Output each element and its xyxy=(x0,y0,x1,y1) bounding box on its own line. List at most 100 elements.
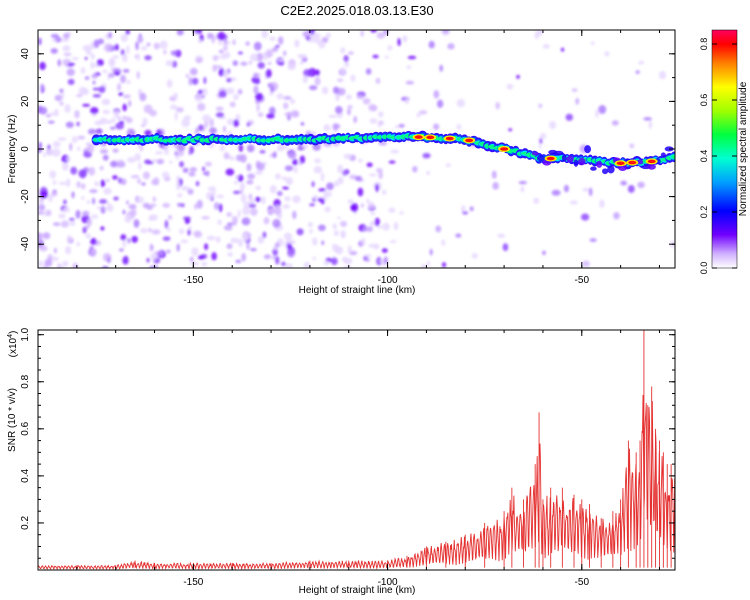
noise-blob xyxy=(563,184,569,193)
noise-blob xyxy=(318,40,326,49)
noise-blob xyxy=(77,146,81,152)
noise-blob xyxy=(332,223,338,230)
noise-blob xyxy=(369,118,378,124)
noise-blob xyxy=(375,77,381,84)
noise-blob xyxy=(112,148,119,153)
noise-blob xyxy=(259,150,266,154)
noise-blob xyxy=(176,243,180,252)
noise-blob xyxy=(189,256,194,262)
snr-line xyxy=(38,394,675,570)
noise-blob xyxy=(217,31,226,41)
noise-blob xyxy=(205,191,214,200)
noise-blob xyxy=(233,180,238,185)
noise-blob xyxy=(159,40,168,50)
noise-blob xyxy=(613,212,620,220)
noise-blob xyxy=(412,165,418,173)
snr-ylabel: SNR (10 * v/v) xyxy=(7,388,18,452)
ridge-spread-blob xyxy=(566,155,574,163)
noise-blob xyxy=(285,263,293,268)
noise-blob xyxy=(426,170,431,175)
snr-peaks xyxy=(38,330,675,568)
noise-blob xyxy=(258,112,264,117)
spectrogram-plot-area xyxy=(38,30,675,268)
noise-blob xyxy=(223,70,229,79)
noise-blob xyxy=(140,46,148,51)
noise-blob xyxy=(275,242,280,248)
noise-blob xyxy=(144,159,151,165)
snr-scale-exponent: 4 xyxy=(7,334,14,338)
noise-blob xyxy=(277,36,284,45)
noise-blob xyxy=(289,98,296,105)
noise-blob xyxy=(255,196,262,203)
noise-blob xyxy=(42,232,51,240)
noise-blob xyxy=(51,38,57,42)
noise-blob xyxy=(122,239,127,248)
ridge-spread-blob xyxy=(536,154,546,162)
ridge-hotspot xyxy=(647,159,656,164)
noise-blob xyxy=(375,183,379,192)
noise-blob xyxy=(637,181,645,189)
noise-blob xyxy=(106,76,111,80)
noise-blob xyxy=(370,212,376,216)
noise-blob xyxy=(121,53,128,63)
noise-blob xyxy=(246,163,252,172)
noise-blob xyxy=(286,242,293,251)
noise-blob xyxy=(356,94,364,100)
noise-blob xyxy=(80,183,86,190)
noise-blob xyxy=(125,200,130,205)
noise-blob xyxy=(281,261,286,267)
noise-blob xyxy=(196,199,203,209)
noise-blob xyxy=(110,160,118,168)
colorbar-tick-label: 0.2 xyxy=(699,206,709,219)
noise-blob xyxy=(390,149,400,154)
noise-blob xyxy=(114,43,119,51)
noise-blob xyxy=(38,232,43,241)
noise-blob xyxy=(109,126,116,130)
noise-blob xyxy=(124,214,132,223)
noise-blob xyxy=(180,239,189,244)
noise-blob xyxy=(399,211,404,215)
noise-blob xyxy=(318,188,326,192)
noise-blob xyxy=(388,207,396,213)
noise-blob xyxy=(575,97,580,105)
noise-blob xyxy=(237,51,243,55)
noise-blob xyxy=(272,247,278,256)
noise-blob xyxy=(52,141,61,148)
noise-blob xyxy=(38,245,48,252)
noise-blob xyxy=(590,41,595,46)
ridge-spread-blob xyxy=(531,151,539,156)
noise-blob xyxy=(108,72,115,78)
noise-blob xyxy=(232,39,237,46)
noise-blob xyxy=(98,86,106,94)
noise-blob xyxy=(44,258,53,267)
noise-blob xyxy=(232,60,239,66)
noise-blob xyxy=(66,156,71,162)
noise-blob xyxy=(272,151,277,159)
noise-blob xyxy=(42,152,46,157)
noise-blob xyxy=(211,189,216,198)
noise-blob xyxy=(321,86,329,95)
noise-blob xyxy=(38,106,48,115)
noise-blob xyxy=(368,243,376,248)
noise-blob xyxy=(120,74,127,84)
noise-blob xyxy=(76,121,80,127)
noise-blob xyxy=(231,215,238,224)
noise-blob xyxy=(445,163,451,168)
noise-blob xyxy=(294,39,300,48)
noise-blob xyxy=(266,113,275,119)
noise-blob xyxy=(120,178,127,186)
noise-blob xyxy=(218,90,227,98)
noise-blob xyxy=(122,94,131,99)
noise-blob xyxy=(377,225,383,229)
noise-blob xyxy=(372,54,379,59)
noise-blob xyxy=(340,230,347,238)
noise-blob xyxy=(226,212,233,217)
ridge-spread-blob xyxy=(577,157,586,166)
noise-blob xyxy=(174,151,178,156)
noise-blob xyxy=(170,50,179,56)
noise-blob xyxy=(344,61,350,68)
noise-blob xyxy=(202,166,206,172)
noise-blob xyxy=(215,106,224,112)
colorbar-tick-label: 0.0 xyxy=(699,262,709,275)
noise-blob xyxy=(580,213,590,221)
